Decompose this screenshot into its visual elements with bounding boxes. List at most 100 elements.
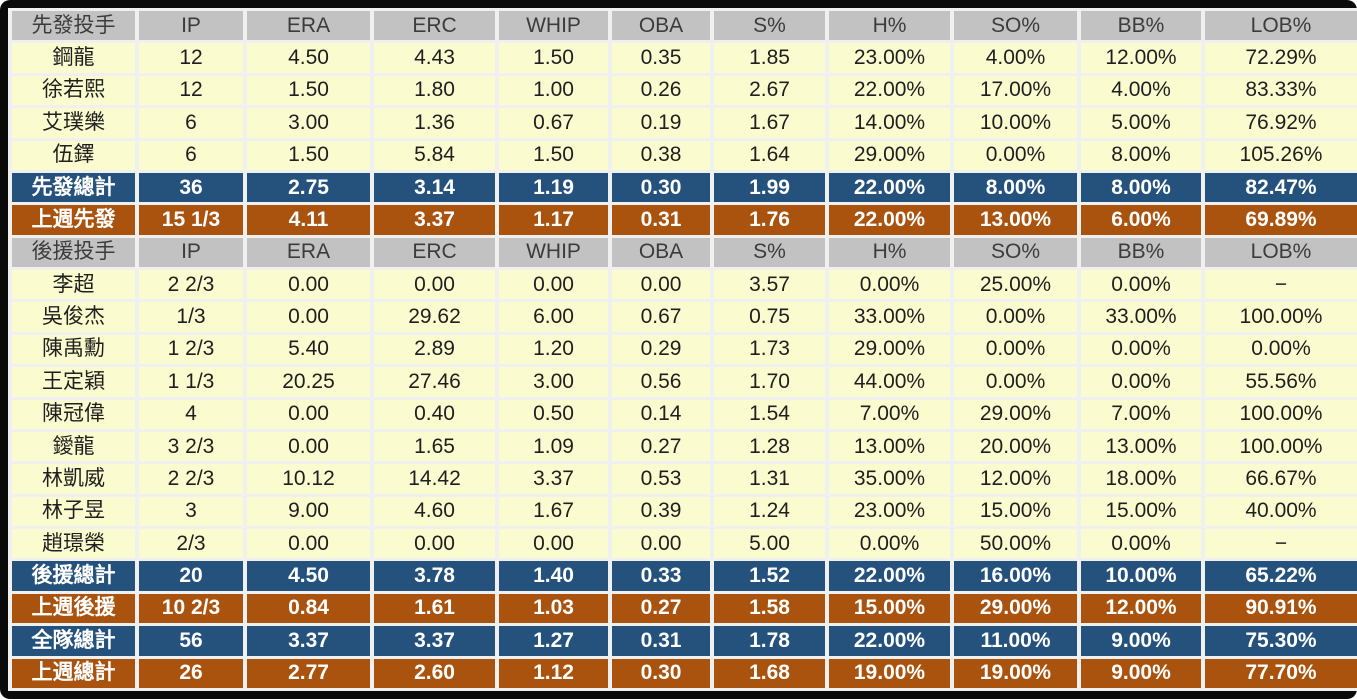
stat-cell: 0.30	[612, 658, 710, 688]
stat-cell: 0.00	[612, 270, 710, 300]
stat-cell: 90.91%	[1205, 593, 1357, 624]
stat-cell: 16.00%	[954, 561, 1077, 591]
stat-cell: 9.00%	[1081, 626, 1201, 656]
table-row: 趙璟榮 2/3 0.00 0.00 0.00 0.00 5.00 0.00% 50.00% 0.0…	[12, 529, 1357, 559]
stat-cell: 23.00%	[829, 496, 950, 526]
stat-cell: 0.00	[247, 529, 370, 559]
stat-cell: 1.28	[714, 431, 825, 462]
stat-cell: 3.00	[499, 367, 608, 397]
stat-cell: 14.00%	[829, 108, 950, 138]
stat-cell: 0.00	[247, 302, 370, 332]
stat-cell: 22.00%	[829, 205, 950, 235]
stat-cell: 4.11	[247, 205, 370, 235]
stat-cell: 3.37	[247, 626, 370, 656]
section-header-label: 先發投手	[12, 11, 135, 41]
stat-cell: 0.00	[247, 270, 370, 300]
stat-cell: 100.00%	[1205, 302, 1357, 332]
stat-cell: 0.39	[612, 496, 710, 526]
row-label: 上週後援	[12, 593, 135, 624]
stat-cell: 2.60	[374, 658, 495, 688]
stat-cell: 27.46	[374, 367, 495, 397]
table-row: 林凱威 2 2/3 10.12 14.42 3.37 0.53 1.31 35.00% 12.0…	[12, 464, 1357, 494]
stat-cell: 4.50	[247, 561, 370, 591]
stat-cell: 8.00%	[954, 172, 1077, 203]
stat-cell: 15.00%	[1081, 496, 1201, 526]
stat-cell: 0.00	[374, 529, 495, 559]
stat-cell: 29.00%	[954, 593, 1077, 624]
stat-cell: 1.12	[499, 658, 608, 688]
stat-cell: 72.29%	[1205, 43, 1357, 73]
stat-cell: 9.00%	[1081, 658, 1201, 688]
stat-cell: 3	[139, 496, 243, 526]
table-row: 艾璞樂 6 3.00 1.36 0.67 0.19 1.67 14.00% 10.00% 5.00…	[12, 108, 1357, 138]
stat-cell: 14.42	[374, 464, 495, 494]
table-row: 全隊總計 56 3.37 3.37 1.27 0.31 1.78 22.00% 11.00% 9.…	[12, 626, 1357, 656]
table-row: 陳冠偉 4 0.00 0.40 0.50 0.14 1.54 7.00% 29.00% 7.00%…	[12, 399, 1357, 429]
stat-cell: 3.37	[374, 626, 495, 656]
stat-cell: 77.70%	[1205, 658, 1357, 688]
row-label: 趙璟榮	[12, 529, 135, 559]
stat-cell: 1.73	[714, 334, 825, 365]
stat-cell: 55.56%	[1205, 367, 1357, 397]
column-header: H%	[829, 237, 950, 267]
section-header-row: 後援投手 IP ERA ERC WHIP OBA S% H% SO% BB% LOB%	[12, 237, 1357, 267]
stat-cell: 1 2/3	[139, 334, 243, 365]
stat-cell: 8.00%	[1081, 172, 1201, 203]
stat-cell: 4.00%	[954, 43, 1077, 73]
stat-cell: 12.00%	[1081, 43, 1201, 73]
stat-cell: 5.40	[247, 334, 370, 365]
stat-cell: 2.67	[714, 75, 825, 106]
stat-cell: 17.00%	[954, 75, 1077, 106]
stat-cell: 2 2/3	[139, 464, 243, 494]
row-label: 艾璞樂	[12, 108, 135, 138]
stat-cell: 1.00	[499, 75, 608, 106]
stat-cell: 0.00%	[954, 140, 1077, 170]
stat-cell: 23.00%	[829, 43, 950, 73]
stat-cell: 1.61	[374, 593, 495, 624]
stat-cell: 0.26	[612, 75, 710, 106]
stat-cell: 1.78	[714, 626, 825, 656]
table-row: 上週後援 10 2/3 0.84 1.61 1.03 0.27 1.58 15.00% 29.0…	[12, 593, 1357, 624]
stat-cell: 3.00	[247, 108, 370, 138]
stat-cell: 0.00	[374, 270, 495, 300]
row-label: 徐若熙	[12, 75, 135, 106]
section-header-row: 先發投手 IP ERA ERC WHIP OBA S% H% SO% BB% LOB%	[12, 11, 1357, 41]
stat-cell: 82.47%	[1205, 172, 1357, 203]
stat-cell: 0.31	[612, 205, 710, 235]
stat-cell: 26	[139, 658, 243, 688]
stat-cell: 0.67	[499, 108, 608, 138]
stat-cell: 5.00%	[1081, 108, 1201, 138]
stat-cell: 56	[139, 626, 243, 656]
stat-cell: 0.00	[499, 270, 608, 300]
stat-cell: 100.00%	[1205, 399, 1357, 429]
stat-cell: 6	[139, 140, 243, 170]
stat-cell: 1.36	[374, 108, 495, 138]
stat-cell: 1.40	[499, 561, 608, 591]
stat-cell: 0.00%	[1081, 529, 1201, 559]
row-label: 後援總計	[12, 561, 135, 591]
stat-cell: −	[1205, 529, 1357, 559]
stat-cell: 0.33	[612, 561, 710, 591]
row-label: 林子昱	[12, 496, 135, 526]
stat-cell: 1.58	[714, 593, 825, 624]
stat-cell: 0.00	[247, 399, 370, 429]
stat-cell: 19.00%	[829, 658, 950, 688]
column-header: WHIP	[499, 11, 608, 41]
column-header: SO%	[954, 11, 1077, 41]
stat-cell: 1.65	[374, 431, 495, 462]
column-header: BB%	[1081, 11, 1201, 41]
stat-cell: 20.00%	[954, 431, 1077, 462]
column-header: IP	[139, 237, 243, 267]
stat-cell: 3.14	[374, 172, 495, 203]
table-row: 上週總計 26 2.77 2.60 1.12 0.30 1.68 19.00% 19.00% 9.…	[12, 658, 1357, 688]
stat-cell: 1.67	[714, 108, 825, 138]
stat-cell: 1.76	[714, 205, 825, 235]
column-header: H%	[829, 11, 950, 41]
row-label: 陳禹勳	[12, 334, 135, 365]
stat-cell: 1.19	[499, 172, 608, 203]
stat-cell: 3.37	[499, 464, 608, 494]
stat-cell: 29.00%	[954, 399, 1077, 429]
stat-cell: 1.17	[499, 205, 608, 235]
stat-cell: 12	[139, 75, 243, 106]
